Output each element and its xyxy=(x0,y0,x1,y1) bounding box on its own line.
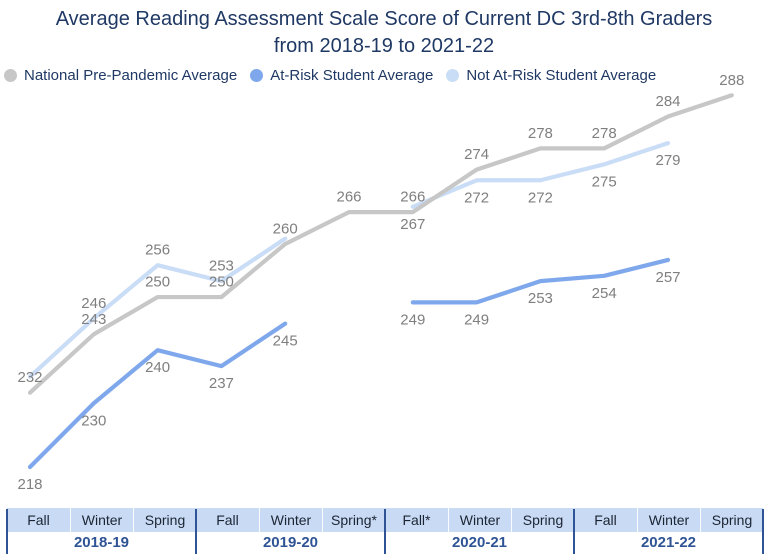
series-line xyxy=(410,257,671,305)
axis-group-divider xyxy=(573,509,575,554)
data-label: 284 xyxy=(655,93,680,110)
season-cell: Spring xyxy=(511,508,574,532)
data-label: 288 xyxy=(719,72,744,89)
data-label: 266 xyxy=(400,189,425,206)
data-label: 254 xyxy=(592,285,617,302)
axis-group-divider xyxy=(195,509,197,554)
season-cell: Fall xyxy=(574,508,637,532)
legend-item-label: At-Risk Student Average xyxy=(270,67,434,84)
data-label: 278 xyxy=(528,125,553,142)
chart-title-line1: Average Reading Assessment Scale Score o… xyxy=(55,8,713,30)
data-label: 272 xyxy=(464,189,489,206)
legend-dot-icon xyxy=(446,69,460,82)
data-label: 278 xyxy=(592,125,617,142)
legend-item: National Pre-Pandemic Average xyxy=(4,67,237,84)
data-label: 253 xyxy=(528,290,553,307)
season-cell: Spring* xyxy=(322,508,385,532)
season-cell: Winter xyxy=(70,508,133,532)
season-cell: Winter xyxy=(259,508,322,532)
season-cell: Fall xyxy=(7,508,70,532)
data-label: 245 xyxy=(273,333,298,350)
season-cell: Fall xyxy=(196,508,259,532)
data-label: 267 xyxy=(400,216,425,233)
chart-title: Average Reading Assessment Scale Score o… xyxy=(0,6,768,60)
series-line xyxy=(27,321,288,470)
season-cell: Winter xyxy=(448,508,511,532)
data-label: 253 xyxy=(209,258,234,275)
data-label: 274 xyxy=(464,146,489,163)
data-label: 230 xyxy=(81,412,106,429)
data-label: 232 xyxy=(17,369,42,386)
season-cell: Fall* xyxy=(385,508,448,532)
legend-item: At-Risk Student Average xyxy=(250,67,433,84)
season-cell: Spring xyxy=(700,508,763,532)
data-label: 260 xyxy=(273,220,298,237)
legend-dot-icon xyxy=(4,69,17,82)
data-label: 240 xyxy=(145,359,170,376)
series-line xyxy=(27,93,734,395)
period-axis-table: Fall Winter Spring Fall Winter Spring* Fall* Wi… xyxy=(6,508,764,554)
season-cell: Winter xyxy=(637,508,700,532)
chart-legend: National Pre-Pandemic Average At-Risk Stu… xyxy=(4,67,656,84)
data-label: 237 xyxy=(209,375,234,392)
data-label: 256 xyxy=(145,242,170,259)
legend-item-label: National Pre-Pandemic Average xyxy=(24,67,238,84)
data-label: 246 xyxy=(81,295,106,312)
series-line xyxy=(27,236,288,379)
data-label: 266 xyxy=(336,189,361,206)
year-label: 2020-21 xyxy=(451,534,508,551)
data-label: 249 xyxy=(400,311,425,328)
season-cell: Spring xyxy=(133,508,196,532)
data-label: 279 xyxy=(655,152,680,169)
data-label: 243 xyxy=(81,311,106,328)
legend-item: Not At-Risk Student Average xyxy=(446,67,656,84)
data-label: 218 xyxy=(17,476,42,493)
axis-group-divider xyxy=(6,509,8,554)
data-label: 250 xyxy=(209,274,234,291)
chart-title-line2: from 2018-19 to 2021-22 xyxy=(273,35,495,57)
data-label: 249 xyxy=(464,311,489,328)
year-label: 2019-20 xyxy=(262,534,319,551)
series-line xyxy=(410,140,671,209)
legend-item-label: Not At-Risk Student Average xyxy=(466,67,657,84)
data-label: 250 xyxy=(145,274,170,291)
axis-group-divider xyxy=(762,509,764,554)
season-row: Fall Winter Spring Fall Winter Spring* Fall* Wi… xyxy=(7,508,763,532)
year-label: 2021-22 xyxy=(640,534,697,551)
year-row: 2018-19 2019-20 2020-21 2021-22 xyxy=(7,532,763,554)
legend-dot-icon xyxy=(250,69,264,82)
year-label: 2018-19 xyxy=(73,534,130,551)
data-label: 272 xyxy=(528,189,553,206)
axis-group-divider xyxy=(384,509,386,554)
data-label: 257 xyxy=(655,269,680,286)
data-label: 275 xyxy=(592,173,617,190)
